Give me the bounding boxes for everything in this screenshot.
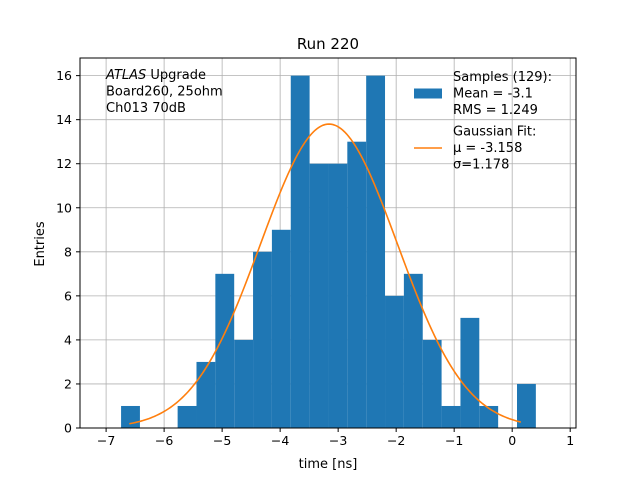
legend-entry-text: σ=1.178: [453, 158, 509, 173]
histogram-bar: [177, 405, 197, 428]
gaussian-fit-curve: [129, 123, 522, 425]
histogram-bar: [271, 229, 291, 428]
x-tick-label: −3: [329, 433, 347, 448]
y-tick-label: 10: [56, 200, 72, 215]
histogram-bar: [441, 405, 461, 428]
x-tick-label: −2: [387, 433, 405, 448]
y-tick-label: 8: [64, 244, 72, 259]
y-tick-label: 2: [64, 376, 72, 391]
y-axis-label: Entries: [33, 221, 48, 267]
plot-frame: [79, 57, 577, 429]
x-tick-label: −4: [271, 433, 289, 448]
x-axis-label: time [ns]: [299, 457, 358, 472]
histogram-bar: [422, 339, 442, 428]
histogram-bar: [196, 361, 216, 428]
histogram-bar: [290, 75, 310, 428]
chart-title: Run 220: [297, 35, 359, 53]
histogram-bar: [309, 163, 329, 428]
histogram-bar: [347, 141, 367, 428]
legend-entry-text: μ = -3.158: [453, 141, 522, 156]
histogram-bar: [479, 405, 499, 428]
histogram-bar: [460, 317, 480, 428]
histogram-bars: [121, 75, 536, 428]
histogram-bar: [215, 273, 235, 428]
histogram-bar: [234, 339, 254, 428]
annotation-line: ATLAS Upgrade: [105, 68, 206, 83]
y-tick-label: 6: [64, 288, 72, 303]
legend-entry-text: RMS = 1.249: [453, 103, 538, 118]
legend-patch: [414, 88, 442, 99]
legend: Samples (129): Mean = -3.1 RMS = 1.249 Ga…: [414, 70, 552, 173]
x-tick-label: 0: [508, 433, 516, 448]
y-tick-label: 12: [56, 156, 72, 171]
x-tick-label: −6: [155, 433, 173, 448]
legend-entry-text: Samples (129):: [453, 70, 552, 85]
x-tick-label: −7: [97, 433, 115, 448]
x-tick-label: −1: [445, 433, 463, 448]
annotation-line: Board260, 25ohm: [106, 85, 223, 100]
y-tick-label: 16: [56, 68, 72, 83]
histogram-bar: [403, 273, 423, 428]
run-info-annotation: ATLAS Upgrade Board260, 25ohm Ch013 70dB: [105, 68, 223, 116]
y-tick-label: 0: [64, 421, 72, 436]
y-tick-label: 14: [56, 112, 72, 127]
legend-entry-text: Mean = -3.1: [453, 87, 533, 102]
x-axis-ticks: −7 −6 −5 −4 −3 −2 −1 0 1: [97, 428, 574, 448]
x-tick-label: −5: [213, 433, 231, 448]
y-tick-label: 4: [64, 332, 72, 347]
histogram-bar: [121, 405, 140, 428]
legend-entry-text: Gaussian Fit:: [453, 125, 536, 140]
annotation-line: Ch013 70dB: [106, 101, 186, 116]
histogram-bar: [385, 295, 404, 428]
histogram-bar: [366, 75, 386, 428]
y-axis-ticks: 0 2 4 6 8 10 12 14 16: [56, 68, 80, 436]
histogram-bar: [517, 383, 536, 428]
x-tick-label: 1: [566, 433, 574, 448]
histogram-bar: [253, 251, 272, 428]
histogram-bar: [328, 163, 348, 428]
